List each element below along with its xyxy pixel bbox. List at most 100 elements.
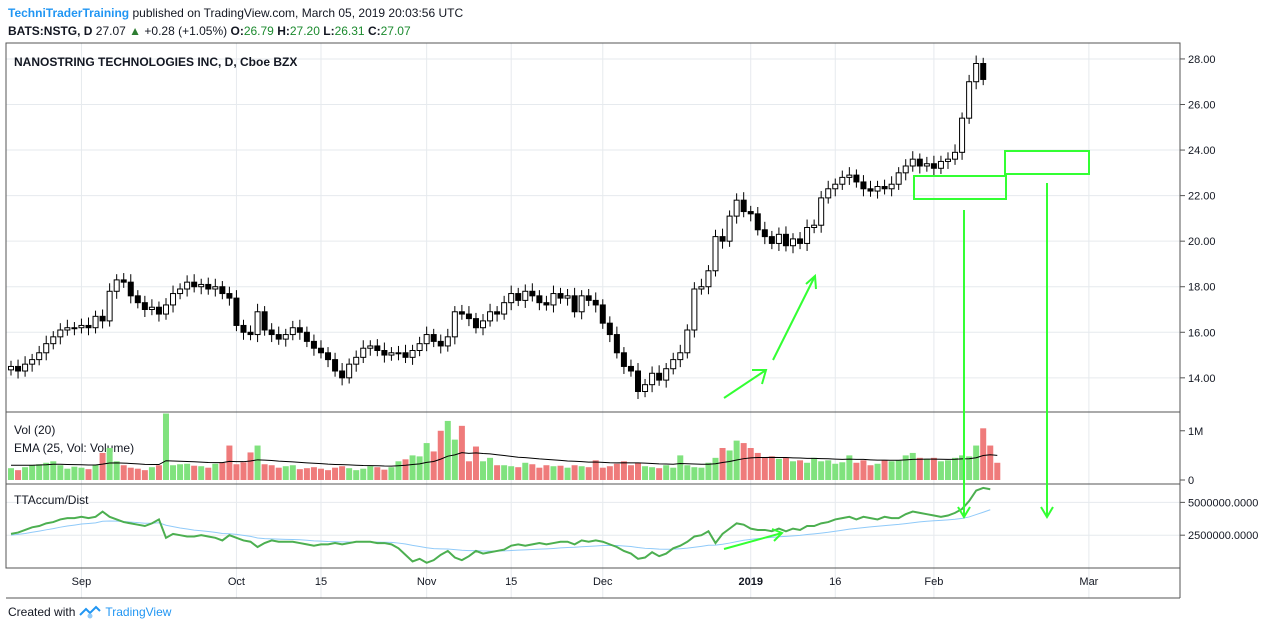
volume-bar <box>888 461 895 480</box>
volume-bar <box>691 467 698 480</box>
candle-body <box>113 279 120 292</box>
candle-body <box>571 295 578 313</box>
candle-body <box>141 302 148 310</box>
time-axis[interactable]: Sep Oct 15 Nov 15 Dec 2019 16 Feb Mar <box>72 576 1099 588</box>
candle-body <box>895 172 902 185</box>
time-tick-label: Mar <box>1079 576 1098 588</box>
volume-bar <box>719 448 726 480</box>
price-tick-label: 22.00 <box>1188 191 1216 203</box>
low-label: L: <box>323 24 335 38</box>
candlesticks <box>8 55 987 400</box>
accum-signal-line <box>10 509 991 552</box>
candle-body <box>789 238 796 247</box>
candle-body <box>8 365 14 371</box>
candle-body <box>839 176 846 185</box>
volume-bar <box>416 456 423 480</box>
candle-body <box>472 318 479 329</box>
candle-body <box>289 327 296 336</box>
volume-bar <box>50 461 57 480</box>
accum-dist-line <box>10 486 991 564</box>
volume-bar <box>148 467 155 480</box>
volume-bar <box>578 466 585 480</box>
volume-bar <box>832 463 839 480</box>
author-link[interactable]: TechniTraderTraining <box>8 6 130 20</box>
price-tick-label: 26.00 <box>1188 100 1216 112</box>
volume-bar <box>860 460 867 480</box>
volume-bar <box>480 461 487 480</box>
candle-body <box>853 174 860 183</box>
volume-bar <box>465 461 472 480</box>
volume-bar <box>846 455 853 480</box>
candle-body <box>973 63 980 83</box>
candle-body <box>775 233 782 244</box>
tradingview-logo-icon[interactable] <box>79 605 102 619</box>
candle-body <box>36 352 43 361</box>
volume-bar <box>472 446 479 480</box>
volume-bar <box>705 462 712 480</box>
volume-bar <box>332 467 339 480</box>
accum-tick-label: 2500000.0000 <box>1188 530 1258 542</box>
volume-bar <box>120 465 127 480</box>
volume-bar <box>656 468 663 480</box>
candle-body <box>867 188 874 192</box>
candle-body <box>444 336 451 347</box>
candle-body <box>909 158 916 167</box>
volume-bar <box>804 462 811 480</box>
candle-body <box>487 311 494 322</box>
candle-body <box>585 295 592 301</box>
chart-header: TechniTraderTraining published on Tradin… <box>8 4 463 40</box>
candle-body <box>71 327 78 330</box>
candle-body <box>818 197 825 226</box>
volume-bar <box>712 457 719 480</box>
candle-body <box>832 183 839 190</box>
price-axis[interactable]: 14.00 16.00 18.00 20.00 22.00 24.00 26.00 28.00… <box>1180 54 1258 542</box>
candle-body <box>120 279 127 283</box>
candle-body <box>592 299 599 306</box>
accum-arrow-1-head <box>771 528 784 542</box>
volume-bar <box>825 460 832 480</box>
candle-body <box>804 227 811 244</box>
volume-bar <box>620 461 627 480</box>
candle-body <box>423 334 430 345</box>
candle-body <box>712 236 719 272</box>
candle-body <box>740 199 747 213</box>
candle-body <box>339 370 346 379</box>
candle-body <box>557 293 564 299</box>
candle-body <box>888 183 895 190</box>
candle-body <box>64 327 71 331</box>
volume-bar <box>839 462 846 480</box>
volume-bar <box>226 445 233 480</box>
volume-bar <box>494 465 501 480</box>
volume-bar <box>240 462 247 480</box>
candle-body <box>148 306 155 311</box>
volume-bar <box>451 439 458 480</box>
volume-bar <box>966 456 973 480</box>
volume-bar <box>430 451 437 480</box>
candle-body <box>430 334 437 342</box>
volume-bar <box>43 462 50 480</box>
candle-body <box>782 233 789 247</box>
candle-body <box>346 363 353 379</box>
volume-bar <box>310 467 317 480</box>
volume-bar <box>184 463 191 480</box>
volume-bar <box>515 467 522 480</box>
volume-bar <box>797 460 804 480</box>
volume-bar <box>987 445 994 480</box>
candle-body <box>768 236 775 244</box>
volume-bar <box>71 466 78 480</box>
volume-bar <box>684 465 691 480</box>
candle-body <box>733 199 740 217</box>
volume-bar <box>895 460 902 480</box>
volume-bar <box>339 466 346 480</box>
candle-body <box>240 324 247 333</box>
uptrend-arrow-2-head <box>805 273 817 290</box>
volume-bar <box>113 461 120 480</box>
tradingview-link[interactable]: TradingView <box>105 605 172 619</box>
volume-bar <box>952 457 959 480</box>
candle-body <box>226 293 233 299</box>
candle-body <box>550 293 557 306</box>
time-tick-label: 2019 <box>738 576 762 588</box>
volume-bar <box>402 459 409 480</box>
candle-body <box>374 345 381 352</box>
